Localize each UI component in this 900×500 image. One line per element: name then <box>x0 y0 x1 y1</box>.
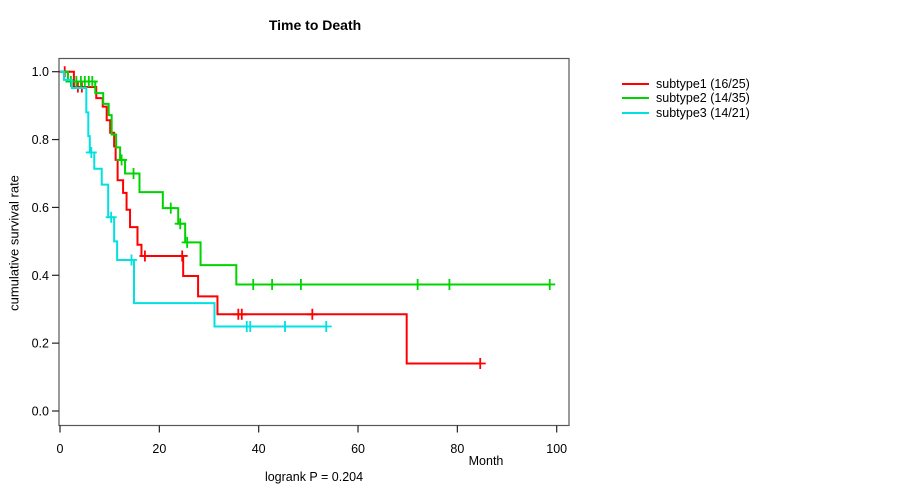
censor-marks-subtype1 <box>59 66 486 369</box>
x-tick-label: 60 <box>351 442 365 456</box>
censor-marks-subtype3 <box>85 146 332 333</box>
legend-line-subtype1 <box>622 83 649 86</box>
legend-label-subtype2: subtype2 (14/35) <box>656 91 750 106</box>
x-tick-label: 20 <box>152 442 166 456</box>
logrank-pvalue-note: logrank P = 0.204 <box>264 470 364 484</box>
legend-line-subtype3 <box>622 111 649 114</box>
x-axis-label: Month <box>468 454 504 468</box>
y-tick-label: 0.0 <box>32 405 49 419</box>
legend-line-subtype2 <box>622 97 649 100</box>
legend-item-subtype1: subtype1 (16/25) <box>622 77 750 91</box>
survival-curve-subtype3 <box>60 70 327 328</box>
legend: subtype1 (16/25) subtype2 (14/35) subtyp… <box>622 77 750 120</box>
legend-label-subtype3: subtype3 (14/21) <box>656 105 750 120</box>
survival-curve-subtype1 <box>60 70 481 365</box>
legend-item-subtype2: subtype2 (14/35) <box>622 91 750 105</box>
x-tick-label: 80 <box>450 442 464 456</box>
plot-box <box>58 57 570 427</box>
legend-item-subtype3: subtype3 (14/21) <box>622 106 750 120</box>
legend-label-subtype1: subtype1 (16/25) <box>656 77 750 92</box>
x-tick-label: 100 <box>546 442 567 456</box>
chart-title: Time to Death <box>268 17 362 33</box>
x-tick-label: 0 <box>57 442 64 456</box>
y-tick-label: 0.8 <box>32 133 49 147</box>
y-tick-label: 0.2 <box>32 337 49 351</box>
y-tick-label: 0.6 <box>32 201 49 215</box>
y-tick-label: 0.4 <box>32 269 49 283</box>
y-tick-label: 1.0 <box>32 65 49 79</box>
x-tick-label: 40 <box>252 442 266 456</box>
